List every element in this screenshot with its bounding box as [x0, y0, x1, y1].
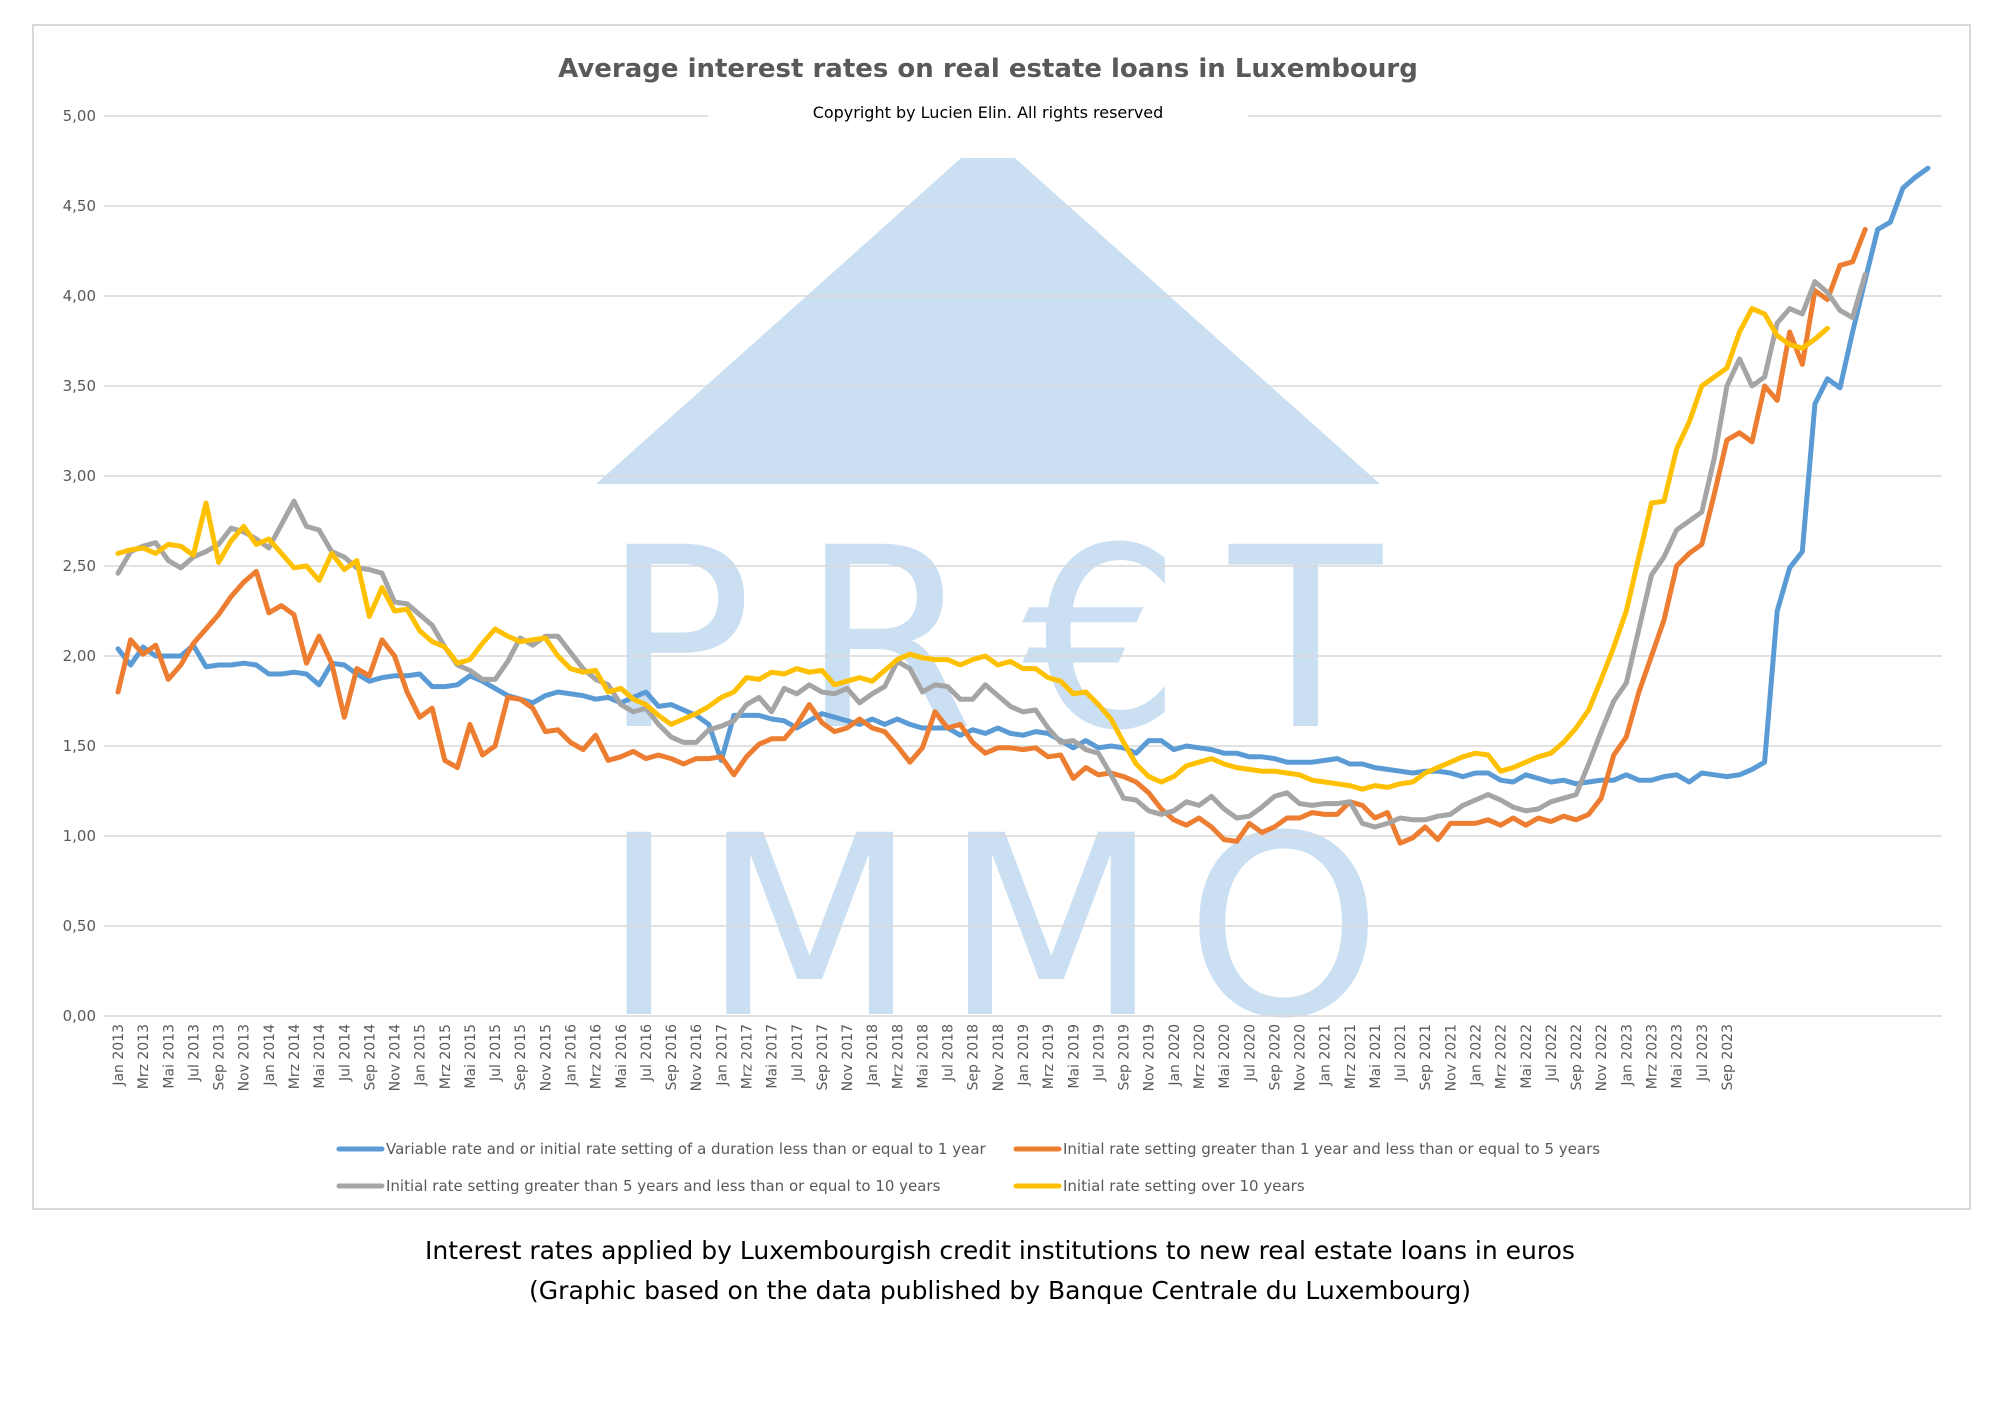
x-tick-label: Sep 2019: [1117, 1024, 1133, 1090]
x-tick-label: Nov 2013: [237, 1024, 253, 1091]
watermark-text-line2: IMMO: [602, 782, 1382, 1073]
x-tick-label: Jul 2014: [337, 1024, 353, 1082]
chart-subtitle: Copyright by Lucien Elin. All rights res…: [813, 103, 1164, 122]
caption-line-1: Interest rates applied by Luxembourgish …: [425, 1236, 1575, 1265]
x-tick-label: Jan 2020: [1167, 1024, 1183, 1087]
x-tick-label: Jan 2013: [111, 1024, 127, 1087]
x-tick-label: Jan 2016: [564, 1024, 580, 1087]
x-tick-label: Mrz 2015: [438, 1024, 454, 1089]
series-line-3: [115, 271, 1868, 830]
x-tick-label: Mrz 2021: [1343, 1024, 1359, 1089]
x-tick-label: Mai 2019: [1066, 1024, 1082, 1089]
x-tick-label: Mrz 2019: [1041, 1024, 1057, 1089]
subtitle-backdrop: [708, 108, 1248, 158]
y-tick-label: 2,00: [63, 647, 96, 665]
series-line-1: [115, 165, 1931, 787]
legend-label-2: Initial rate setting greater than 1 year…: [1063, 1140, 1600, 1158]
x-tick-label: Sep 2022: [1569, 1024, 1585, 1090]
series-lines: [115, 165, 1931, 846]
x-tick-label: Jul 2015: [488, 1024, 504, 1082]
x-tick-label: Mai 2017: [765, 1024, 781, 1089]
y-tick-label: 4,50: [63, 197, 96, 215]
legend: Variable rate and or initial rate settin…: [336, 1140, 1600, 1195]
x-tick-label: Nov 2019: [1142, 1024, 1158, 1091]
x-tick-label: Nov 2016: [689, 1024, 705, 1091]
x-tick-label: Mai 2016: [614, 1024, 630, 1089]
watermark-text-line1: PR€T: [602, 494, 1383, 785]
x-tick-label: Nov 2018: [991, 1024, 1007, 1091]
x-tick-label: Jul 2019: [1091, 1024, 1107, 1082]
x-tick-label: Nov 2015: [538, 1024, 554, 1091]
x-tick-label: Sep 2016: [664, 1024, 680, 1091]
x-tick-label: Jan 2014: [262, 1024, 278, 1087]
x-tick-label: Jan 2022: [1469, 1024, 1485, 1087]
x-tick-label: Sep 2021: [1418, 1024, 1434, 1090]
x-tick-label: Mrz 2020: [1192, 1024, 1208, 1089]
x-tick-label: Jul 2013: [186, 1024, 202, 1082]
x-tick-label: Mrz 2014: [287, 1024, 303, 1089]
x-tick-label: Jul 2017: [790, 1024, 806, 1082]
x-tick-label: Sep 2013: [212, 1024, 228, 1090]
x-tick-label: Jul 2022: [1544, 1024, 1560, 1082]
legend-label-1: Variable rate and or initial rate settin…: [386, 1140, 987, 1158]
x-tick-label: Jan 2018: [865, 1024, 881, 1087]
x-tick-label: Mai 2023: [1670, 1024, 1686, 1089]
series-line-2: [115, 226, 1868, 846]
x-tick-label: Mai 2015: [463, 1024, 479, 1089]
x-tick-label: Mrz 2017: [739, 1024, 755, 1089]
x-tick-label: Nov 2020: [1293, 1024, 1309, 1091]
x-tick-label: Sep 2017: [815, 1024, 831, 1090]
x-tick-label: Mrz 2023: [1644, 1024, 1660, 1089]
y-tick-label: 5,00: [63, 107, 96, 125]
x-tick-label: Nov 2014: [388, 1024, 404, 1091]
y-tick-label: 4,00: [63, 287, 96, 305]
x-tick-label: Mai 2021: [1368, 1024, 1384, 1089]
chart-frame: PR€T IMMO 0,00 0,50 1,00 1,50 2,00 2,50 3,00 3,5…: [32, 24, 1971, 1210]
y-tick-label: 1,00: [63, 827, 96, 845]
y-axis: 0,00 0,50 1,00 1,50 2,00 2,50 3,00 3,50 4,00 4,50…: [63, 107, 96, 1025]
x-tick-label: Jan 2023: [1619, 1024, 1635, 1087]
legend-label-3: Initial rate setting greater than 5 year…: [386, 1177, 941, 1195]
x-tick-label: Sep 2014: [362, 1024, 378, 1091]
x-tick-label: Jan 2019: [1016, 1024, 1032, 1087]
y-tick-label: 2,50: [63, 557, 96, 575]
x-tick-label: Mai 2014: [312, 1024, 328, 1089]
x-tick-label: Mai 2018: [915, 1024, 931, 1089]
x-tick-label: Mrz 2018: [890, 1024, 906, 1089]
watermark-roof: [596, 134, 1380, 484]
y-tick-label: 3,00: [63, 467, 96, 485]
x-tick-label: Nov 2022: [1594, 1024, 1610, 1091]
x-tick-label: Sep 2023: [1720, 1024, 1736, 1090]
x-tick-label: Jul 2021: [1393, 1024, 1409, 1082]
x-tick-label: Jul 2023: [1695, 1024, 1711, 1082]
x-tick-label: Jul 2016: [639, 1024, 655, 1082]
caption-line-2: (Graphic based on the data published by …: [529, 1276, 1471, 1305]
x-tick-label: Mai 2013: [161, 1024, 177, 1089]
x-tick-label: Jul 2018: [941, 1024, 957, 1082]
x-tick-label: Jul 2020: [1242, 1024, 1258, 1082]
y-tick-label: 1,50: [63, 737, 96, 755]
x-tick-label: Sep 2015: [513, 1024, 529, 1090]
x-tick-label: Jan 2015: [413, 1024, 429, 1087]
x-tick-label: Jan 2021: [1318, 1024, 1334, 1087]
y-tick-label: 0,50: [63, 917, 96, 935]
x-tick-label: Nov 2021: [1443, 1024, 1459, 1091]
legend-label-4: Initial rate setting over 10 years: [1063, 1177, 1305, 1195]
y-tick-label: 3,50: [63, 377, 96, 395]
series-line-4: [115, 306, 1830, 792]
x-axis: Jan 2013 Mrz 2013 Mai 2013 Jul 2013 Sep 2013…: [111, 1024, 1736, 1091]
chart-title: Average interest rates on real estate lo…: [558, 54, 1418, 84]
x-tick-label: Mai 2020: [1217, 1024, 1233, 1089]
x-tick-label: Mai 2022: [1519, 1024, 1535, 1089]
x-tick-label: Sep 2020: [1267, 1024, 1283, 1090]
x-tick-label: Mrz 2022: [1494, 1024, 1510, 1089]
x-tick-label: Nov 2017: [840, 1024, 856, 1091]
x-tick-label: Sep 2018: [966, 1024, 982, 1090]
y-tick-label: 0,00: [63, 1007, 96, 1025]
x-tick-label: Jan 2017: [714, 1024, 730, 1087]
x-tick-label: Mrz 2016: [589, 1024, 605, 1089]
x-tick-label: Mrz 2013: [136, 1024, 152, 1089]
